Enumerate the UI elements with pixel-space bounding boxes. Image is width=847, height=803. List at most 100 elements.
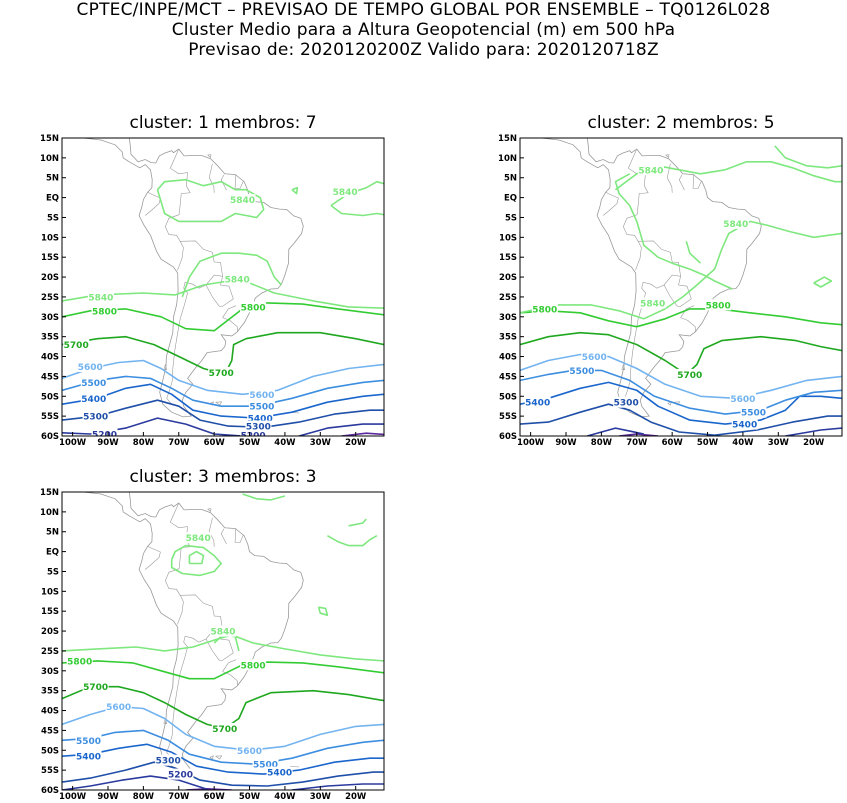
lon-tick-label: 60W [204, 792, 226, 802]
island-outline [163, 717, 168, 724]
lat-tick-label: 60S [41, 786, 59, 796]
contour-label: 5800 [67, 657, 92, 667]
isoline-5300 [520, 403, 842, 436]
lat-tick-label: 10N [40, 154, 59, 164]
contour-label-bg [613, 396, 640, 408]
isoline-5840 [813, 276, 833, 288]
contour-label-bg [75, 750, 102, 762]
lon-tick-label: 70W [168, 438, 190, 448]
contour-label-bg [80, 376, 107, 388]
contour-label: 5500 [76, 737, 101, 747]
island-outline [621, 119, 643, 127]
country-border [208, 163, 215, 193]
country-border [222, 305, 237, 318]
isoline-5840 [520, 220, 842, 320]
contour-label: 5840 [88, 293, 113, 303]
lon-tick-label: 30W [310, 438, 332, 448]
lon-tick-label: 40W [274, 438, 296, 448]
country-border [680, 317, 696, 332]
isoline-5840 [62, 634, 384, 662]
contour-label: 5500 [249, 403, 274, 413]
island-outline [126, 460, 164, 473]
lon-tick-label: 100W [59, 792, 87, 802]
contour-label: 5700 [677, 371, 702, 381]
contour-label-bg [91, 428, 118, 436]
lat-tick-label: 30S [41, 667, 59, 677]
contour-label: 5300 [83, 413, 108, 423]
isoline-5200 [298, 423, 384, 436]
contour-label: 5600 [78, 363, 103, 373]
lat-tick-label: EQ [46, 194, 59, 204]
lat-tick-label: 15S [499, 253, 517, 263]
lat-tick-label: 60S [41, 432, 59, 442]
lon-tick-label: 80W [133, 438, 155, 448]
lon-tick-label: 50W [697, 438, 719, 448]
contour-label-bg [82, 410, 109, 422]
isoline-5200 [291, 783, 384, 790]
lat-tick-label: 10N [40, 508, 59, 518]
panel-2-title: cluster: 2 membros: 5 [587, 113, 775, 133]
contour-label: 5300 [614, 399, 639, 409]
country-border [166, 240, 223, 404]
isoline-5600 [520, 353, 842, 400]
country-border [627, 149, 649, 215]
island-outline [207, 508, 212, 513]
isoline-5840 [774, 145, 842, 169]
lon-tick-label: 40W [274, 792, 296, 802]
lat-tick-label: 50S [499, 392, 517, 402]
contour-label-bg [208, 366, 235, 378]
isoline-5840 [242, 493, 286, 501]
lon-tick-label: 20W [803, 438, 825, 448]
header-line-1: CPTEC/INPE/MCT – PREVISAO DE TEMPO GLOBA… [76, 0, 771, 20]
country-border [205, 630, 234, 661]
contour-label: 5400 [732, 421, 757, 431]
lat-tick-label: 40S [41, 707, 59, 717]
contour-label: 5600 [582, 353, 607, 363]
lon-tick-label: 80W [591, 438, 613, 448]
contour-label-bg [240, 429, 267, 436]
lat-tick-label: 45S [41, 372, 59, 382]
contour-label: 5700 [212, 725, 237, 735]
isoline-5840 [181, 252, 282, 298]
country-border [147, 545, 161, 553]
lat-tick-label: 10S [41, 233, 59, 243]
country-border [693, 180, 702, 189]
contour-label-bg [639, 297, 666, 309]
isoline-5840 [685, 241, 702, 264]
lon-tick-label: 100W [59, 438, 87, 448]
country-border [222, 659, 237, 672]
lat-tick-label: 5N [46, 174, 59, 184]
lon-tick-label: 60W [662, 438, 684, 448]
island-outline [584, 106, 622, 119]
lon-tick-label: 70W [626, 438, 648, 448]
lat-tick-label: 55S [41, 766, 59, 776]
country-border [235, 534, 244, 543]
lat-tick-label: 30S [41, 313, 59, 323]
contour-label-bg [224, 273, 251, 285]
lat-tick-label: 10S [41, 587, 59, 597]
isoline-5800 [62, 660, 384, 680]
lat-tick-label: 15S [41, 253, 59, 263]
country-border [235, 180, 244, 189]
contour-label: 5840 [333, 188, 358, 198]
contour-label-bg [332, 186, 359, 198]
lon-tick-label: 80W [133, 792, 155, 802]
contour-label: 5400 [525, 399, 550, 409]
contour-label-bg [705, 299, 732, 311]
lat-tick-label: 10N [498, 154, 517, 164]
lon-tick-label: 30W [768, 438, 790, 448]
contour-label: 5800 [532, 305, 557, 315]
lat-tick-label: 5S [505, 214, 517, 224]
contour-label-bg [87, 291, 114, 303]
isoline-5500 [62, 375, 384, 407]
lat-tick-label: 35S [41, 687, 59, 697]
lat-tick-label: EQ [504, 194, 517, 204]
contour-label: 5800 [241, 303, 266, 313]
lat-tick-label: 55S [41, 412, 59, 422]
isoline-5200 [586, 427, 644, 436]
country-border [147, 191, 161, 199]
contour-label: 5800 [706, 301, 731, 311]
lon-tick-label: 100W [517, 438, 545, 448]
contour-label: 5300 [246, 423, 271, 433]
coastline [541, 138, 762, 418]
